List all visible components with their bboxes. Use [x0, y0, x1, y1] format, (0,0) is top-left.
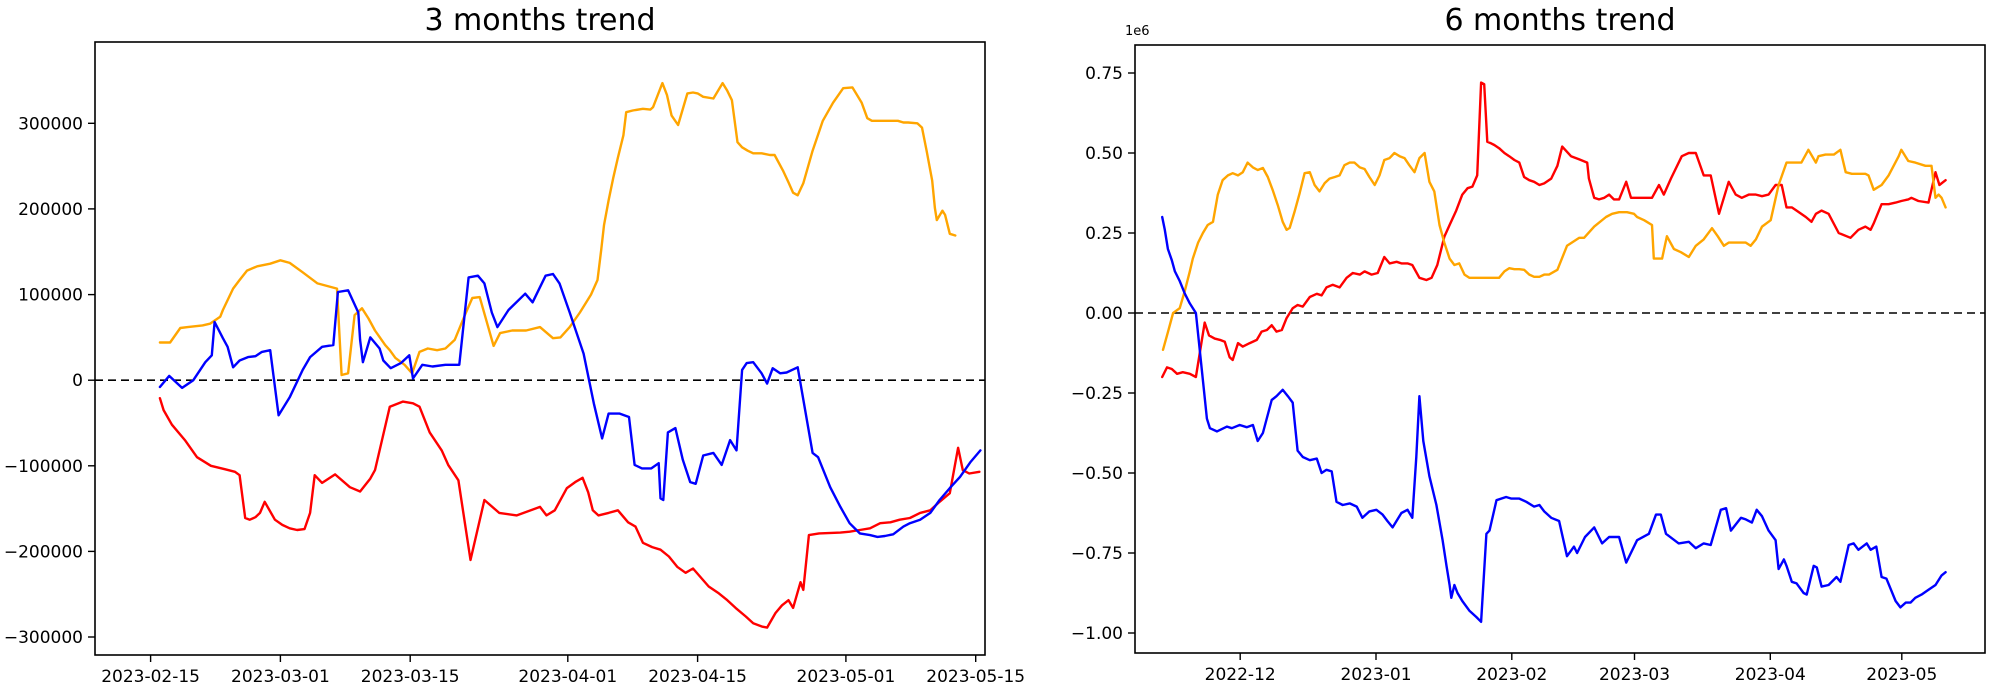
series-line-red: [158, 397, 981, 629]
y-tick-label: 0: [72, 371, 83, 391]
x-tick-label: 2023-05-01: [797, 667, 896, 687]
x-tick-label: 2023-02: [1476, 665, 1547, 685]
y-tick-label: −0.50: [1071, 464, 1123, 484]
y-tick-label: 0.00: [1085, 304, 1123, 324]
series-line-blue: [1160, 215, 1947, 623]
y-axis-offset-label-1e6: 1e6: [1125, 24, 1150, 39]
series-line-orange: [1161, 148, 1947, 351]
series-line-red: [1160, 81, 1947, 379]
y-tick-label: −1.00: [1071, 624, 1123, 644]
y-tick-label: 200000: [18, 200, 83, 220]
x-tick-label: 2023-04-01: [518, 667, 617, 687]
x-tick-label: 2023-02-15: [101, 667, 200, 687]
x-tick-label: 2023-03-15: [361, 667, 460, 687]
x-tick-label: 2023-03-01: [231, 667, 330, 687]
chart-title-6-months: 6 months trend: [1444, 3, 1676, 38]
x-tick-label: 2023-03: [1599, 665, 1670, 685]
x-tick-label: 2023-04: [1735, 665, 1806, 685]
x-tick-label: 2023-01: [1340, 665, 1411, 685]
y-tick-label: 0.25: [1085, 224, 1123, 244]
axes-spines: [1134, 44, 1986, 654]
y-tick-label: −200000: [4, 542, 83, 562]
series-line-blue: [158, 272, 982, 539]
y-tick-label: 0.75: [1085, 64, 1123, 84]
chart-title-3-months: 3 months trend: [424, 3, 656, 38]
axes-spines: [94, 41, 986, 656]
y-tick-label: 100000: [18, 286, 83, 306]
x-tick-label: 2023-04-15: [648, 667, 747, 687]
y-tick-label: 0.50: [1085, 144, 1123, 164]
x-tick-label: 2022-12: [1205, 665, 1276, 685]
y-tick-label: 300000: [18, 114, 83, 134]
x-tick-label: 2023-05-15: [926, 667, 1025, 687]
y-tick-label: −300000: [4, 628, 83, 648]
y-tick-label: −100000: [4, 457, 83, 477]
y-tick-label: −0.25: [1071, 384, 1123, 404]
series-line-orange: [158, 81, 957, 377]
x-tick-label: 2023-05: [1866, 665, 1937, 685]
y-tick-label: −0.75: [1071, 544, 1123, 564]
